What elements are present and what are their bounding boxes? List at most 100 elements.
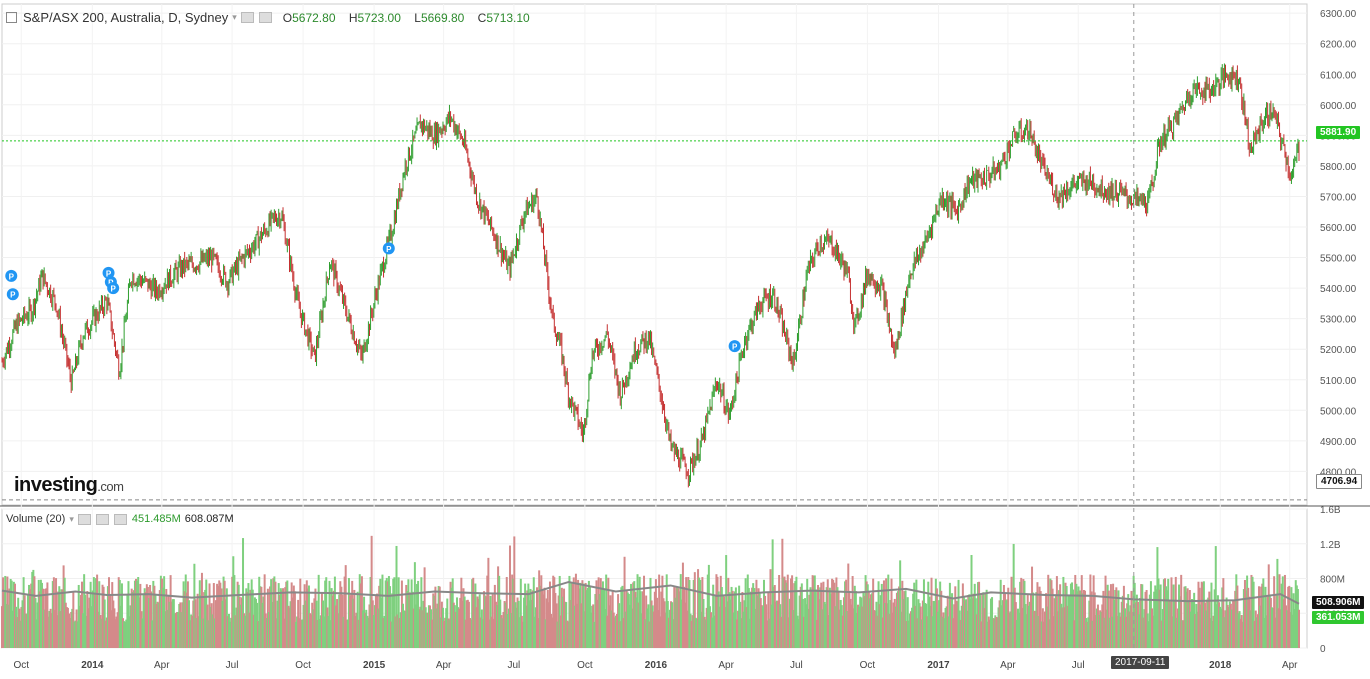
volume-bar bbox=[594, 594, 597, 648]
volume-bar bbox=[417, 580, 420, 648]
settings-icon[interactable] bbox=[95, 513, 109, 525]
x-tick-label: 2017 bbox=[927, 660, 950, 671]
volume-bar bbox=[947, 616, 950, 648]
volume-bar bbox=[1101, 604, 1104, 648]
volume-bar bbox=[93, 594, 96, 648]
volume-bar bbox=[311, 602, 314, 648]
volume-bar bbox=[243, 613, 246, 648]
volume-bar bbox=[1114, 590, 1117, 648]
volume-bar bbox=[226, 616, 229, 648]
volume-bar bbox=[850, 604, 853, 648]
volume-bar bbox=[450, 587, 453, 648]
volume-bar bbox=[178, 603, 181, 648]
volume-bar bbox=[346, 619, 349, 648]
volume-bar bbox=[1179, 596, 1182, 648]
volume-bar bbox=[100, 618, 103, 648]
close-value: 5713.10 bbox=[486, 10, 530, 25]
volume-bar bbox=[942, 612, 945, 648]
volume-bar bbox=[381, 574, 384, 648]
volume-bar bbox=[1165, 586, 1168, 648]
volume-bar bbox=[872, 578, 875, 648]
volume-bar bbox=[991, 597, 994, 648]
volume-bar bbox=[922, 579, 925, 648]
volume-bar bbox=[851, 576, 854, 648]
volume-bar bbox=[111, 582, 114, 648]
volume-bar bbox=[160, 578, 163, 648]
volume-bar bbox=[1232, 599, 1235, 648]
volume-bar bbox=[857, 604, 860, 648]
volume-bar bbox=[1203, 602, 1206, 648]
low-key: L bbox=[414, 10, 421, 25]
volume-bar bbox=[948, 582, 951, 648]
volume-bar bbox=[1021, 607, 1024, 648]
y-tick-label: 5200.00 bbox=[1320, 345, 1357, 356]
volume-bar bbox=[727, 577, 730, 648]
volume-bar bbox=[1072, 589, 1075, 648]
volume-bar bbox=[813, 575, 816, 648]
volume-bar bbox=[633, 581, 636, 648]
volume-bar bbox=[717, 591, 720, 648]
marker-label: P bbox=[386, 245, 392, 254]
volume-bar bbox=[363, 596, 366, 648]
volume-bar bbox=[406, 591, 409, 648]
volume-bar bbox=[558, 575, 561, 648]
volume-bar bbox=[1109, 584, 1112, 648]
visibility-icon[interactable] bbox=[240, 12, 254, 23]
volume-bar bbox=[330, 588, 333, 648]
volume-bar bbox=[777, 600, 780, 648]
volume-bar bbox=[954, 586, 957, 648]
chevron-down-icon[interactable]: ▾ bbox=[232, 12, 237, 22]
volume-bar bbox=[1145, 589, 1148, 648]
volume-bar bbox=[47, 616, 50, 648]
volume-bar bbox=[619, 621, 622, 648]
volume-bar bbox=[892, 602, 895, 648]
volume-bar bbox=[976, 582, 979, 648]
volume-bar bbox=[731, 590, 734, 648]
volume-bar bbox=[1214, 546, 1217, 648]
volume-bar bbox=[979, 595, 982, 648]
volume-bar bbox=[453, 605, 456, 648]
chevron-down-icon[interactable]: ▾ bbox=[69, 513, 74, 524]
volume-bar bbox=[690, 620, 693, 648]
volume-tick-label: 1.2B bbox=[1320, 540, 1341, 551]
volume-bar bbox=[366, 615, 369, 648]
volume-bar bbox=[934, 578, 937, 648]
volume-bar bbox=[13, 583, 16, 648]
volume-bar bbox=[1208, 591, 1211, 648]
volume-bar bbox=[137, 577, 140, 648]
volume-bar bbox=[568, 575, 571, 648]
volume-bar bbox=[1122, 585, 1125, 648]
volume-bar bbox=[5, 603, 8, 648]
volume-bar bbox=[705, 607, 708, 648]
volume-bar bbox=[1197, 581, 1200, 648]
volume-bar bbox=[1287, 586, 1290, 648]
volume-bar bbox=[670, 601, 673, 648]
volume-bar bbox=[974, 598, 977, 648]
volume-bar bbox=[318, 618, 321, 648]
volume-bar bbox=[69, 618, 72, 648]
volume-bar bbox=[40, 582, 43, 648]
volume-bar bbox=[693, 572, 696, 648]
volume-bar bbox=[660, 591, 663, 648]
volume-bar bbox=[1199, 604, 1202, 648]
volume-bar bbox=[60, 589, 63, 648]
close-icon[interactable] bbox=[113, 513, 127, 525]
volume-bar bbox=[874, 610, 877, 648]
volume-bar bbox=[7, 604, 10, 648]
volume-bar bbox=[469, 618, 472, 648]
volume-bar bbox=[71, 608, 74, 648]
volume-bar bbox=[484, 595, 487, 648]
y-tick-label: 5700.00 bbox=[1320, 192, 1357, 203]
volume-bar bbox=[1103, 617, 1106, 648]
volume-bar bbox=[1078, 590, 1081, 648]
collapse-icon[interactable] bbox=[6, 12, 17, 23]
visibility-icon[interactable] bbox=[77, 513, 91, 525]
volume-bar bbox=[257, 621, 260, 648]
volume-bar bbox=[571, 583, 574, 648]
volume-bar bbox=[329, 620, 332, 648]
volume-bar bbox=[1163, 578, 1166, 648]
settings-icon[interactable] bbox=[258, 12, 272, 23]
volume-bar bbox=[215, 600, 218, 648]
